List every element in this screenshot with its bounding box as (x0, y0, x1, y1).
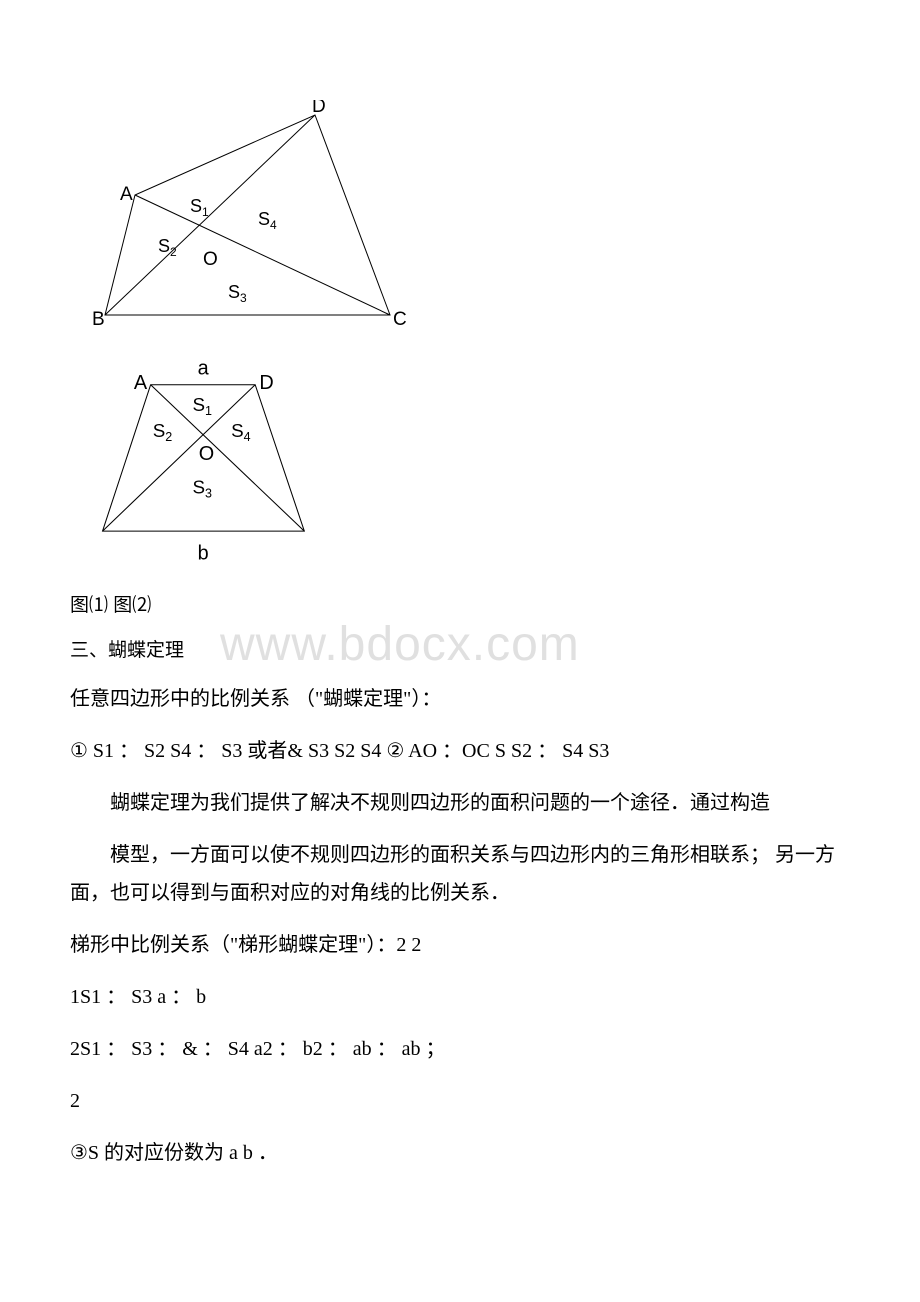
label-a: a (198, 357, 210, 379)
vertex-a-label: A (120, 184, 133, 205)
paragraph-7: 2S1 ： S3 ： & ： S4 a2 ： b2 ： ab ： ab ； (70, 1030, 920, 1068)
region-s2-label: S2 (158, 236, 177, 259)
vertex-a2-label: A (134, 372, 148, 394)
region-s1-label: S1 (190, 196, 209, 219)
section-title-row: www.bdocx.com 三、蝴蝶定理 (70, 635, 920, 662)
paragraph-9: ③S 的对应份数为 a b ． (70, 1134, 920, 1172)
region2-s1-label: S1 (192, 394, 212, 418)
region2-s3-label: S3 (192, 476, 212, 500)
trapezoid-diagram: A D O a b S1 S2 S3 S4 (90, 355, 320, 565)
paragraph-4: 模型，一方面可以使不规则四边形的面积关系与四边形内的三角形相联系； 另一方面，也… (0, 836, 920, 912)
vertex-d2-label: D (259, 372, 273, 394)
paragraph-3: 蝴蝶定理为我们提供了解决不规则四边形的面积问题的一个途径．通过构造 (0, 784, 920, 822)
figure-caption: 图⑴ 图⑵ (70, 590, 920, 617)
region2-s2-label: S2 (153, 420, 173, 444)
vertex-b-label: B (92, 309, 105, 330)
vertex-d-label: D (312, 100, 326, 117)
paragraph-2: ① S1 ： S2 S4 ： S3 或者& S3 S2 S4 ② AO ：OC … (70, 732, 920, 770)
vertex-o2-label: O (199, 443, 214, 465)
region-s4-label: S4 (258, 209, 277, 232)
vertex-o-label: O (203, 249, 218, 270)
paragraph-6: 1S1 ： S3 a ： b (70, 978, 920, 1016)
diagram-1-container: A B C D O S1 S2 S3 S4 (90, 100, 920, 335)
region2-s4-label: S4 (231, 420, 251, 444)
quadrilateral-diagram: A B C D O S1 S2 S3 S4 (90, 100, 410, 330)
region-s3-label: S3 (228, 282, 247, 305)
paragraph-5: 梯形中比例关系（"梯形蝴蝶定理"）：2 2 (70, 926, 920, 964)
section-title: 三、蝴蝶定理 (70, 640, 184, 661)
paragraph-1: 任意四边形中的比例关系 （"蝴蝶定理"）： (70, 680, 920, 718)
diagram-2-container: A D O a b S1 S2 S3 S4 (90, 355, 920, 570)
watermark-text: www.bdocx.com (220, 617, 580, 672)
paragraph-8: 2 (70, 1082, 920, 1120)
vertex-c-label: C (393, 309, 407, 330)
label-b: b (198, 542, 209, 564)
